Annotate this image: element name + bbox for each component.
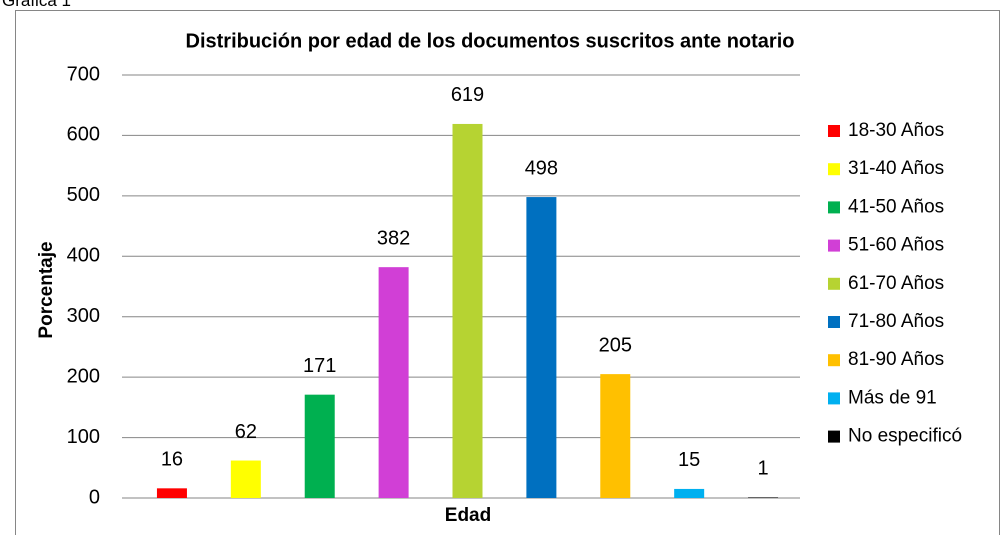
legend-swatch <box>828 354 840 367</box>
legend-swatch <box>828 201 840 214</box>
legend-swatch <box>828 239 840 252</box>
bar <box>600 374 631 498</box>
legend-swatch <box>828 392 840 405</box>
legend-swatch <box>828 430 840 443</box>
legend-swatch <box>828 277 840 290</box>
legend-label: 41-50 Años <box>848 196 944 217</box>
bar <box>452 123 483 498</box>
data-label: 619 <box>451 84 484 106</box>
legend-label: 61-70 Años <box>848 273 944 294</box>
bar <box>156 488 187 498</box>
legend-swatch <box>828 316 840 328</box>
y-tick-label: 400 <box>67 245 100 267</box>
bar <box>378 267 409 498</box>
legend-swatch <box>828 163 840 176</box>
legend-label: 31-40 Años <box>848 158 944 179</box>
legend-label: Más de 91 <box>848 387 937 408</box>
x-axis-label: Edad <box>445 505 491 526</box>
data-label: 16 <box>161 449 183 471</box>
legend-label: 81-90 Años <box>848 349 944 370</box>
y-tick-label: 500 <box>67 184 100 206</box>
y-tick-label: 200 <box>67 365 100 387</box>
data-label: 1 <box>757 458 768 480</box>
y-tick-label: 600 <box>67 124 100 146</box>
data-label: 15 <box>678 449 700 471</box>
data-label: 62 <box>235 421 257 443</box>
y-tick-label: 0 <box>89 486 100 508</box>
y-axis-label: Porcentaje <box>36 241 57 338</box>
caption: Gráfica 1 <box>2 0 71 10</box>
data-label: 205 <box>599 334 632 356</box>
legend-label: No especificó <box>848 426 962 447</box>
data-label: 498 <box>525 157 558 179</box>
chart-border <box>15 10 1000 535</box>
chart-title: Distribución por edad de los documentos … <box>186 30 795 52</box>
data-label: 171 <box>303 355 336 377</box>
bar <box>526 197 557 498</box>
legend-label: 71-80 Años <box>848 311 944 332</box>
legend-label: 51-60 Años <box>848 235 944 256</box>
y-tick-label: 300 <box>67 305 100 327</box>
legend-swatch <box>828 125 840 137</box>
y-tick-label: 700 <box>67 63 100 85</box>
data-label: 382 <box>377 227 410 249</box>
bar <box>230 460 261 498</box>
bar <box>748 497 779 498</box>
y-tick-label: 100 <box>67 426 100 448</box>
legend-label: 18-30 Años <box>848 120 944 141</box>
bar <box>304 394 335 498</box>
bar <box>674 488 705 498</box>
